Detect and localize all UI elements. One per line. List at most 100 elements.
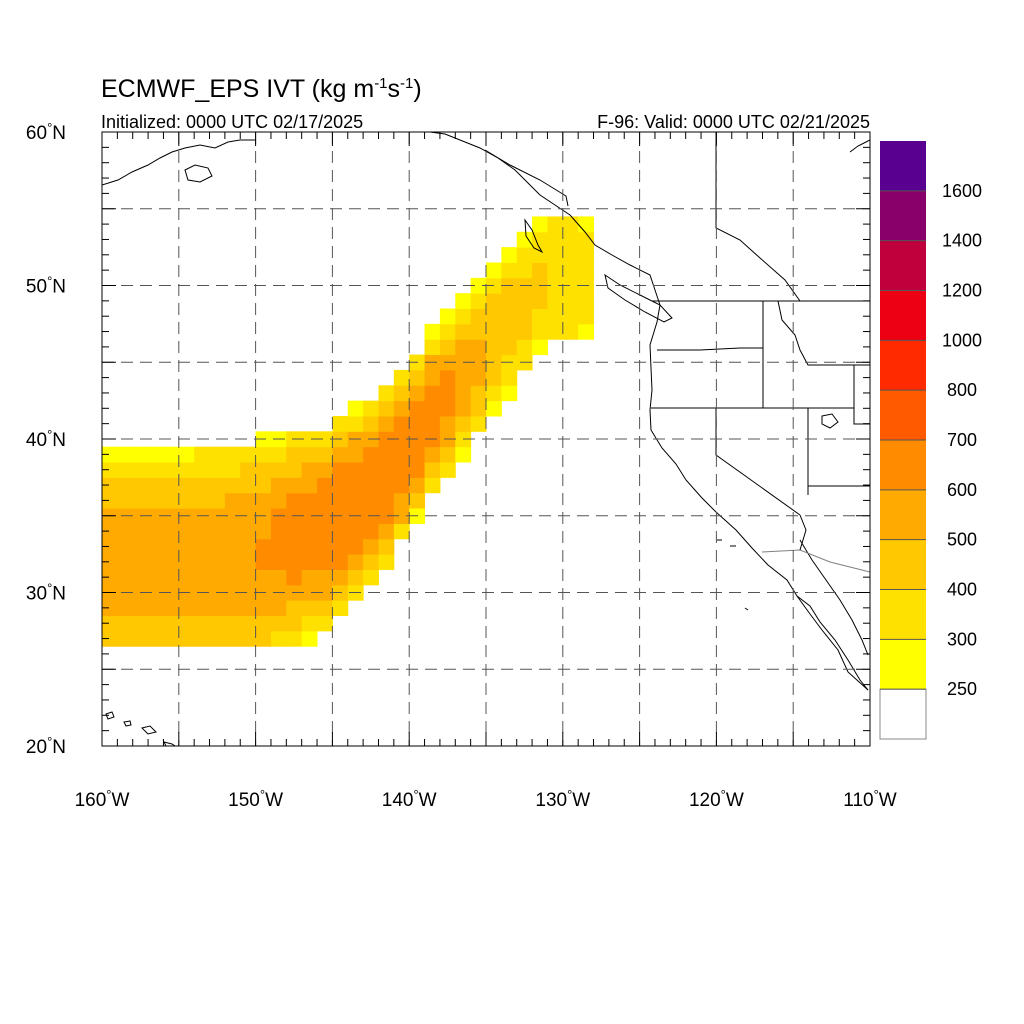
- initialized-label: Initialized: 0000 UTC 02/17/2025: [101, 112, 363, 132]
- ivt-cell: [393, 431, 410, 448]
- ivt-cell: [178, 446, 195, 463]
- ivt-cell: [163, 615, 180, 632]
- ivt-cell: [332, 415, 349, 432]
- ivt-cell: [301, 554, 318, 570]
- ivt-cell: [409, 400, 426, 417]
- ivt-shaded-field: [102, 216, 595, 647]
- ivt-cell: [240, 569, 257, 586]
- ivt-cell: [347, 538, 364, 555]
- ivt-cell: [224, 569, 241, 586]
- ivt-cell: [439, 462, 456, 478]
- ivt-cell: [532, 216, 548, 233]
- coastline-hawaii: [105, 711, 176, 746]
- ivt-cell: [132, 446, 149, 463]
- ivt-cell: [148, 508, 164, 524]
- ivt-cell: [148, 462, 164, 478]
- ivt-cell: [194, 630, 211, 647]
- title-exp2: -1: [400, 75, 413, 92]
- ivt-cell: [117, 630, 134, 647]
- ivt-cell: [393, 508, 410, 524]
- coastline-vancouver-island: [604, 273, 673, 323]
- ivt-cell: [117, 492, 134, 509]
- colorbar-box: [880, 639, 926, 690]
- ivt-cell: [240, 462, 257, 478]
- ivt-cell: [270, 492, 287, 509]
- ivt-cell: [178, 569, 195, 586]
- ivt-cell: [347, 492, 364, 509]
- ivt-cell: [317, 615, 333, 632]
- ivt-cell: [378, 554, 395, 570]
- colorbar-label: 300: [947, 629, 977, 649]
- ivt-cell: [562, 247, 579, 263]
- ivt-cell: [486, 385, 502, 402]
- ivt-cell: [255, 538, 272, 555]
- ivt-cell: [578, 308, 595, 325]
- ivt-cell: [547, 323, 564, 340]
- ivt-cell: [317, 477, 333, 494]
- ivt-cell: [286, 523, 303, 540]
- ivt-cell: [240, 446, 257, 463]
- ivt-cell: [148, 584, 164, 601]
- ivt-cell: [439, 369, 456, 386]
- colorbar-box: [880, 340, 926, 391]
- coastlines: [102, 132, 870, 746]
- ivt-cell: [470, 308, 487, 325]
- ivt-cell: [317, 584, 333, 601]
- border-washington-oregon: [657, 347, 763, 351]
- ivt-cell: [363, 462, 379, 478]
- ivt-cell: [301, 477, 318, 494]
- ivt-cell: [455, 446, 472, 463]
- ivt-cell: [301, 600, 318, 617]
- ivt-cell: [301, 492, 318, 509]
- ivt-cell: [286, 615, 303, 632]
- ivt-cell: [194, 492, 211, 509]
- ivt-cell: [347, 477, 364, 494]
- ivt-cell: [347, 523, 364, 540]
- ivt-cell: [102, 615, 118, 632]
- ivt-cell: [132, 462, 149, 478]
- ivt-cell: [132, 477, 149, 494]
- ivt-cell: [194, 538, 211, 555]
- ivt-cell: [486, 369, 502, 386]
- ivt-cell: [470, 323, 487, 340]
- ivt-cell: [194, 446, 211, 463]
- ivt-cell: [547, 308, 564, 325]
- ivt-cell: [424, 462, 441, 478]
- ivt-cell: [332, 569, 349, 586]
- coastline-west-coast: [429, 132, 869, 691]
- ivt-cell: [532, 323, 548, 340]
- ivt-cell: [148, 630, 164, 647]
- ivt-cell: [439, 400, 456, 417]
- lon-tick-label: 150°W: [228, 787, 283, 811]
- ivt-cell: [178, 630, 195, 647]
- ivt-cell: [532, 247, 548, 263]
- ivt-cell: [301, 615, 318, 632]
- ivt-cell: [209, 554, 226, 570]
- ivt-cell: [148, 615, 164, 632]
- ivt-cell: [102, 492, 118, 509]
- ivt-cell: [439, 339, 456, 356]
- ivt-cell: [270, 554, 287, 570]
- ivt-cell: [224, 446, 241, 463]
- ivt-cell: [455, 415, 472, 432]
- ivt-cell: [148, 569, 164, 586]
- ivt-cell: [117, 569, 134, 586]
- ivt-cell: [270, 538, 287, 555]
- ivt-cell: [393, 523, 410, 540]
- ivt-cell: [255, 600, 272, 617]
- ivt-cell: [363, 400, 379, 417]
- coastline-gulf-california: [799, 539, 869, 656]
- lon-tick-label: 110°W: [843, 787, 897, 811]
- ivt-cell: [562, 231, 579, 248]
- lat-lon-gridlines: [102, 132, 870, 746]
- ivt-cell: [178, 477, 195, 494]
- colorbar-box: [880, 190, 926, 241]
- ivt-cell: [163, 508, 180, 524]
- ivt-cell: [224, 538, 241, 555]
- ivt-cell: [224, 600, 241, 617]
- ivt-cell: [409, 477, 426, 494]
- ivt-cell: [439, 323, 456, 340]
- ivt-cell: [117, 446, 134, 463]
- ivt-cell: [470, 385, 487, 402]
- ivt-cell: [424, 369, 441, 386]
